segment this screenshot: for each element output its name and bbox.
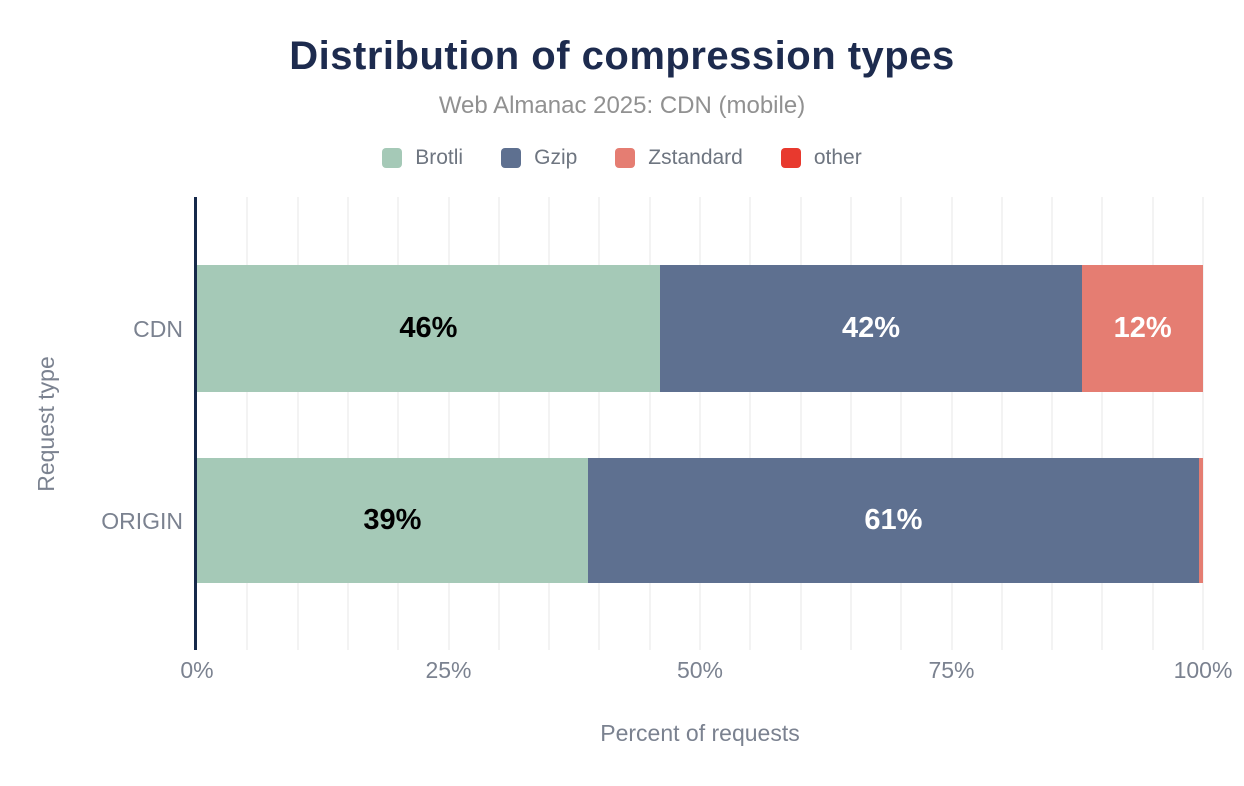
- bar-segment-brotli[interactable]: 39%: [197, 458, 588, 583]
- legend-label: Brotli: [415, 146, 464, 169]
- gridline: [1101, 197, 1104, 650]
- x-tick-label: 50%: [676, 657, 724, 683]
- gridline: [1151, 197, 1154, 650]
- legend-swatch-brotli: [382, 148, 403, 168]
- bar-row-cdn: 46% 42% 12%: [197, 265, 1203, 392]
- gridline: [397, 197, 400, 650]
- gridline: [296, 197, 299, 650]
- bar-value-label: 39%: [363, 504, 422, 536]
- gridline: [346, 197, 349, 650]
- legend-item-zstandard: Zstandard: [615, 146, 743, 170]
- x-tick-label: 75%: [928, 657, 975, 683]
- legend-swatch-gzip: [501, 148, 522, 168]
- x-tick-labels: 0% 25% 50% 75% 100%: [180, 657, 1232, 687]
- gridline: [447, 197, 450, 650]
- x-tick-label: 25%: [425, 657, 472, 683]
- gridline: [648, 197, 651, 650]
- legend-label: Zstandard: [648, 146, 743, 169]
- gridline: [699, 197, 701, 650]
- y-category-label: CDN: [133, 315, 183, 342]
- gridline: [598, 197, 601, 650]
- plot-area: 46% 42% 12% 39% 61%: [194, 197, 1204, 650]
- x-tick-label: 100%: [1173, 657, 1233, 683]
- y-category-label: ORIGIN: [101, 507, 183, 534]
- legend-swatch-other: [780, 148, 801, 168]
- gridline: [849, 197, 852, 650]
- legend-swatch-zstandard: [615, 148, 636, 168]
- gridline: [950, 197, 953, 650]
- bar-value-label: 42%: [841, 312, 901, 344]
- x-axis-title: Percent of requests: [600, 720, 800, 746]
- bar-row-origin: 39% 61%: [197, 458, 1203, 583]
- bar-segment-zstandard[interactable]: 12%: [1082, 265, 1203, 392]
- chart-title: Distribution of compression types: [289, 34, 955, 78]
- bar-value-label: 46%: [399, 312, 458, 344]
- gridline: [1051, 197, 1054, 650]
- bar-value-label: 12%: [1113, 312, 1172, 344]
- chart-subtitle: Web Almanac 2025: CDN (mobile): [438, 92, 806, 119]
- legend: Brotli Gzip Zstandard other: [0, 146, 1244, 170]
- legend-label: other: [813, 146, 862, 169]
- gridline: [749, 197, 752, 650]
- legend-item-gzip: Gzip: [501, 146, 577, 170]
- gridline: [246, 197, 249, 650]
- y-axis-line: [194, 197, 197, 650]
- gridline: [1000, 197, 1003, 650]
- gridline: [1202, 197, 1204, 650]
- gridline: [799, 197, 802, 650]
- legend-item-brotli: Brotli: [382, 146, 463, 170]
- bar-value-label: 61%: [864, 504, 923, 536]
- gridline: [548, 197, 551, 650]
- bar-segment-zstandard[interactable]: [1198, 458, 1203, 583]
- bar-segment-gzip[interactable]: 42%: [659, 265, 1083, 392]
- legend-label: Gzip: [534, 146, 578, 169]
- y-category-labels: CDN ORIGIN: [0, 197, 183, 650]
- bar-segment-gzip[interactable]: 61%: [587, 458, 1199, 583]
- gridline: [497, 197, 500, 650]
- bar-segment-brotli[interactable]: 46%: [197, 265, 660, 392]
- legend-item-other: other: [780, 146, 862, 170]
- x-tick-label: 0%: [180, 657, 214, 683]
- gridline: [900, 197, 903, 650]
